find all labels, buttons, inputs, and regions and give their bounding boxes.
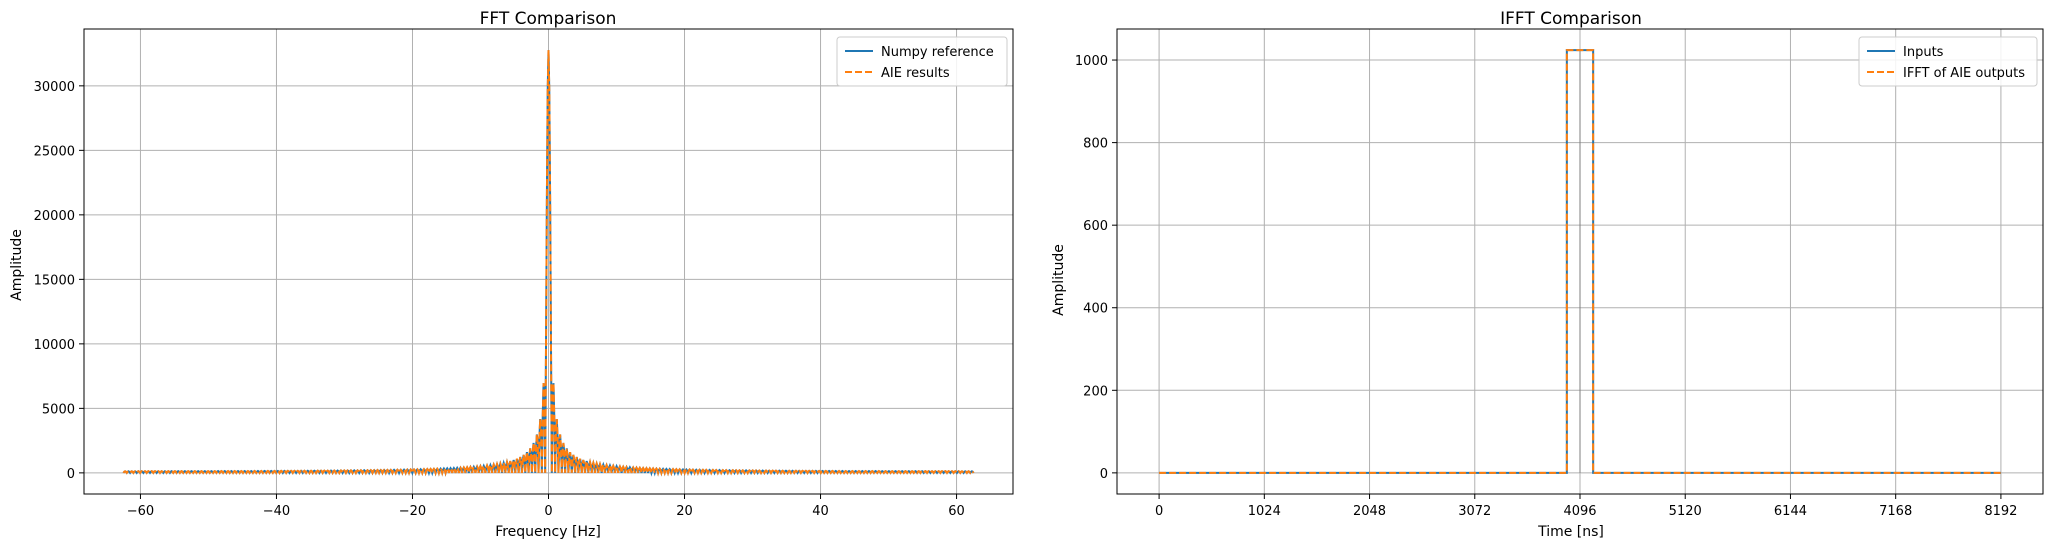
fft-y-tick-label: 10000 — [34, 338, 75, 353]
ifft-y-tick-label: 200 — [1083, 384, 1108, 399]
fft-y-tick-label: 25000 — [34, 144, 75, 159]
fft-x-tick-label: −20 — [399, 504, 426, 519]
fft-y-tick-label: 20000 — [34, 209, 75, 224]
ifft-x-tick-label: 3072 — [1458, 504, 1491, 519]
ifft-series-line-ifft-of-aie-outputs — [1159, 49, 2001, 474]
ifft-x-axis-label: Time [ns] — [1537, 524, 1604, 540]
fft-legend: Numpy reference AIE results — [836, 36, 1008, 87]
ifft-y-tick-label: 400 — [1083, 302, 1108, 317]
fft-chart: FFT Comparison Frequency [Hz] Amplitude … — [9, 9, 1014, 540]
fft-y-tick-label: 15000 — [34, 273, 75, 288]
ifft-axes-frame — [1116, 28, 2044, 495]
ifft-x-tick-label: 0 — [1155, 504, 1163, 519]
ifft-chart: IFFT Comparison Time [ns] Amplitude 0 102… — [1051, 9, 2044, 540]
fft-x-tick-label: −60 — [127, 504, 154, 519]
fft-legend-label: AIE results — [881, 66, 950, 81]
fft-y-tick-label: 0 — [67, 467, 75, 482]
fft-x-axis-label: Frequency [Hz] — [495, 524, 601, 540]
fft-y-axis-label: Amplitude — [9, 229, 25, 301]
fft-legend-box — [836, 36, 1008, 87]
ifft-legend-box — [1858, 36, 2038, 87]
ifft-x-tick-label: 6144 — [1774, 504, 1807, 519]
fft-series-line-aie-results — [122, 50, 975, 477]
fft-x-tick-label: 60 — [948, 504, 965, 519]
ifft-x-tick-label: 5120 — [1669, 504, 1702, 519]
fft-x-tick-label: 0 — [544, 504, 552, 519]
ifft-y-tick-label: 1000 — [1075, 54, 1108, 69]
fft-axes-frame — [83, 28, 1014, 495]
ifft-x-tick-label: 8192 — [1984, 504, 2017, 519]
ifft-chart-title: IFFT Comparison — [1500, 9, 1642, 29]
fft-chart-title: FFT Comparison — [480, 9, 617, 29]
fft-x-tick-label: 20 — [676, 504, 693, 519]
ifft-legend: Inputs IFFT of AIE outputs — [1858, 36, 2038, 87]
fft-y-tick-label: 30000 — [34, 80, 75, 95]
fft-x-tick-label: 40 — [812, 504, 829, 519]
fft-y-tick-label: 5000 — [42, 402, 75, 417]
ifft-y-tick-label: 600 — [1083, 219, 1108, 234]
ifft-legend-label: Inputs — [1903, 45, 1944, 60]
ifft-legend-label: IFFT of AIE outputs — [1903, 66, 2025, 81]
ifft-x-tick-label: 7168 — [1879, 504, 1912, 519]
ifft-y-tick-label: 800 — [1083, 137, 1108, 152]
ifft-x-tick-label: 4096 — [1563, 504, 1596, 519]
ifft-y-tick-label: 0 — [1100, 467, 1108, 482]
fft-x-tick-label: −40 — [263, 504, 290, 519]
fft-legend-label: Numpy reference — [881, 45, 994, 60]
ifft-y-axis-label: Amplitude — [1051, 244, 1067, 316]
ifft-x-tick-label: 1024 — [1248, 504, 1281, 519]
ifft-x-tick-label: 2048 — [1353, 504, 1386, 519]
